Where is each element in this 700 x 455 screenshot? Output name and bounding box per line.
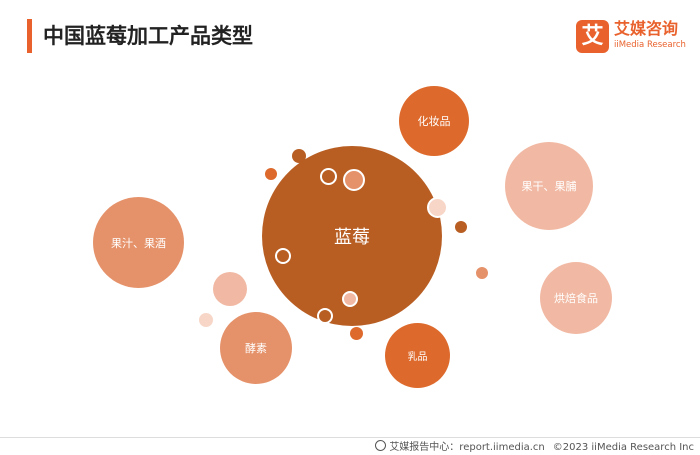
logo-name-cn: 艾媒咨询 (614, 19, 679, 38)
decor-ring-dot (275, 248, 291, 264)
footer: 艾媒报告中心：report.iimedia.cn ©2023 iiMedia Re… (375, 440, 694, 454)
bubble-dried-fruit-label: 果干、果脯 (521, 180, 577, 193)
decor-dot (476, 267, 488, 279)
decor-dot (455, 221, 467, 233)
globe-icon (375, 440, 387, 451)
footer-copyright: ©2023 iiMedia Research Inc (552, 442, 694, 453)
decor-dot (199, 313, 213, 327)
brand-logo: 艾 艾媒咨询 iiMedia Research (576, 20, 696, 54)
bubble-enzyme-label: 酵素 (245, 342, 267, 355)
title-accent-bar (27, 19, 32, 53)
decor-dot (350, 327, 363, 340)
bubble-enzyme: 酵素 (220, 312, 292, 384)
bubble-dried-fruit: 果干、果脯 (505, 142, 593, 230)
decor-dot (265, 168, 277, 180)
decor-ring-dot (427, 197, 448, 218)
bubble-dairy-label: 乳品 (407, 352, 428, 363)
decor-ring-dot (343, 169, 365, 191)
logo-mark-icon: 艾 (576, 20, 609, 53)
bubble-bakery: 烘焙食品 (540, 262, 612, 334)
decor-dot (213, 272, 247, 306)
page-title: 中国蓝莓加工产品类型 (43, 24, 253, 48)
bubble-cosmetics-label: 化妆品 (417, 115, 451, 128)
decor-ring-dot (317, 308, 333, 324)
logo-name-en: iiMedia Research (614, 40, 686, 50)
footer-source: 艾媒报告中心：report.iimedia.cn (389, 442, 545, 453)
bubble-juice-wine: 果汁、果酒 (93, 197, 184, 288)
footer-divider (0, 437, 700, 438)
decor-ring-dot (320, 168, 337, 185)
bubble-bakery-label: 烘焙食品 (554, 292, 598, 305)
center-label: 蓝莓 (334, 227, 370, 248)
decor-ring-dot (342, 291, 358, 307)
bubble-cosmetics: 化妆品 (399, 86, 469, 156)
bubble-juice-wine-label: 果汁、果酒 (111, 236, 166, 250)
bubble-dairy: 乳品 (385, 323, 450, 388)
